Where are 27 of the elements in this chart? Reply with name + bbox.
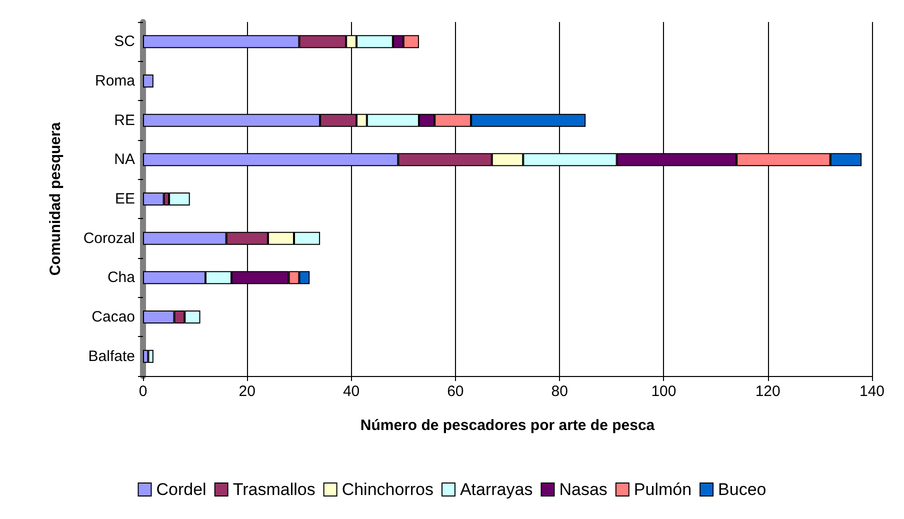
- x-tick-label: 100: [651, 383, 676, 400]
- legend-label: Nasas: [559, 480, 608, 499]
- legend-label: Cordel: [156, 480, 206, 499]
- y-tick-label: Roma: [94, 72, 136, 90]
- y-tick-label: Cha: [107, 269, 136, 286]
- y-tick-label: Cacao: [92, 308, 135, 326]
- x-tick-label: 0: [138, 383, 148, 400]
- legend-label: Atarrayas: [460, 480, 533, 499]
- y-tick-label: NA: [114, 151, 135, 168]
- y-tick-label: SC: [114, 33, 136, 50]
- y-tick-label: RE: [114, 112, 135, 129]
- x-tick-label: 40: [342, 383, 360, 400]
- x-tick-label: 60: [447, 383, 464, 400]
- legend-label: Buceo: [718, 480, 766, 499]
- legend-label: Pulmón: [634, 480, 692, 499]
- y-tick-label: Balfate: [88, 348, 135, 365]
- x-tick-label: 140: [859, 383, 885, 400]
- y-tick-label: Corozal: [83, 230, 135, 247]
- y-axis-title: Comunidad pesquera: [47, 122, 64, 276]
- legend-label: Chinchorros: [342, 480, 434, 499]
- y-tick-label: EE: [114, 190, 135, 208]
- x-axis-title: Número de pescadores por arte de pesca: [360, 417, 656, 434]
- legend-label: Trasmallos: [232, 480, 316, 499]
- x-tick-label: 120: [755, 383, 780, 400]
- x-tick-label: 80: [551, 383, 568, 400]
- x-tick-label: 20: [238, 383, 256, 400]
- bar: [143, 74, 154, 88]
